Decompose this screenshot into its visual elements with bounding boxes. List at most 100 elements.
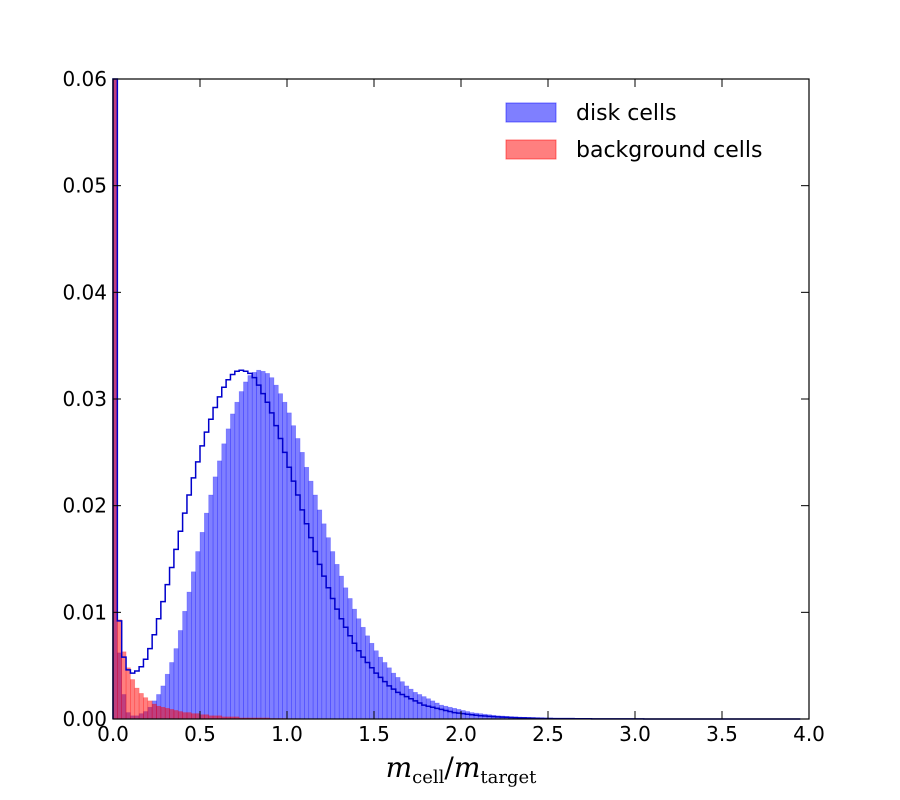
disk-cells-bar [325,537,331,720]
x-tick-label: 1.0 [271,722,303,746]
x-axis-label: mcell/mtarget [386,751,538,788]
background-cells-bar [191,713,196,720]
disk-cells-bar [312,494,318,720]
background-cells-bar [130,679,136,720]
disk-cells-bar [299,452,305,720]
disk-cells-bar [234,401,240,720]
disk-cells-bar [230,413,236,720]
y-tick-label: 0.04 [62,280,107,304]
disk-cells-bar [369,642,375,720]
x-tick-label: 3.0 [619,722,651,746]
background-cells-bar [173,710,179,720]
x-tick-label: 2.5 [532,722,564,746]
disk-cells-bar [412,692,418,720]
disk-cells-bar [195,551,201,720]
x-tick-label: 0.0 [97,722,129,746]
disk-cells-bar [208,494,214,720]
background-cells-bar [160,706,166,720]
disk-cells-bar [212,476,218,720]
background-cells-bar [177,711,183,720]
y-tick-label: 0.05 [62,174,107,198]
disk-cells-bar [347,598,353,720]
background-cells-bar [195,713,201,720]
background-cells-bar [204,714,210,720]
disk-cells-bar [338,575,344,720]
legend-swatch-background [505,139,557,160]
background-cells-bar [169,709,175,720]
disk-cells-bar [269,377,275,720]
disk-cells-bar [256,369,262,720]
legend-label-disk: disk cells [576,101,677,126]
disk-cells-bar [404,685,410,720]
background-cells-bar [134,687,140,720]
legend-swatch-disk [505,102,557,123]
x-tick-label: 4.0 [793,722,825,746]
disk-cells-bar [217,460,223,720]
legend-label-background: background cells [576,138,762,163]
disk-cells-bar [364,635,370,720]
disk-cells-bar [221,443,227,720]
y-tick-label: 0.00 [62,707,107,731]
disk-cells-bar [317,509,323,720]
disk-cells-bar [408,688,414,720]
background-cells-bar [151,703,157,720]
y-tick-label: 0.06 [62,67,107,91]
x-tick-label: 3.5 [706,722,738,746]
disk-cells-bar [443,705,449,720]
disk-cells-bar [186,591,192,720]
disk-cells-bar [238,391,244,720]
disk-cells-bar [304,466,310,720]
x-tick-label: 2.0 [445,722,477,746]
disk-cells-bar [421,696,427,720]
disk-cells-bar [225,428,231,720]
disk-cells-bar [434,702,440,720]
background-cells-bar [138,693,144,720]
disk-cells-bar [386,667,392,720]
x-axis-ticks: 0.0 0.5 1.0 1.5 2.0 2.5 3.0 3.5 4.0 [97,79,825,746]
disk-cells-bar [243,381,249,720]
background-cells-bar [186,712,192,720]
disk-cells-bar [399,681,405,720]
background-cells-bar [143,697,149,720]
disk-cells-bar [360,626,366,720]
background-cells-bar [156,705,162,720]
disk-cells-bar [260,370,266,720]
disk-cells-bar [430,700,436,720]
legend: disk cells background cells [505,101,762,163]
disk-cells-bar [334,564,340,720]
background-cells-bar [164,708,170,720]
disk-cells-bar [391,672,397,720]
y-axis-ticks: 0.00 0.01 0.02 0.03 0.04 0.05 0.06 [62,67,809,731]
background-cells-bar [199,714,205,720]
disk-cells-bar [343,587,349,720]
disk-cells-bar [199,532,205,720]
disk-cells-bar [247,375,253,720]
disk-cells-bar [182,610,188,720]
disk-cells-bar [373,650,379,720]
disk-cells-bar [330,551,336,720]
disk-cells-bar [264,373,270,720]
disk-cells-bar [378,656,384,720]
background-cells-bar [147,700,153,720]
disk-cells-bar [382,662,388,720]
disk-cells-bar [351,608,357,720]
x-tick-label: 1.5 [358,722,390,746]
x-tick-label: 0.5 [184,722,216,746]
y-tick-label: 0.01 [62,600,107,624]
background-cells-bar [182,712,188,720]
disk-cells-bar [251,372,257,720]
disk-cells-bar [204,512,210,720]
y-tick-label: 0.03 [62,387,107,411]
background-cells-bar [125,667,131,720]
disk-cells-bar [395,677,401,720]
disk-cells-bar [356,618,362,720]
disk-cells-bar [173,648,179,720]
disk-cells-bar [425,698,431,720]
disk-cells-bar [177,630,183,720]
disk-cells-bar [308,480,314,720]
disk-cells-bar [191,571,196,720]
disk-cells-bar [321,523,327,720]
disk-cells-bar [417,694,423,720]
